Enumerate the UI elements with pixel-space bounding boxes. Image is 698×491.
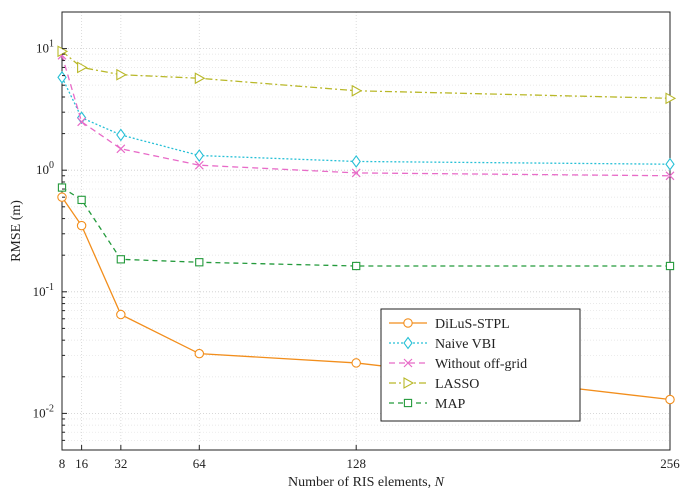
legend-entry: Naive VBI [389,336,496,352]
legend-marker [403,398,413,408]
series-line [61,55,671,177]
x-tick-label: 16 [75,456,89,471]
y-tick-exponent: -1 [46,282,54,293]
legend-entry: Without off-grid [389,357,527,372]
x-tick-label: 128 [346,456,366,471]
y-tick-exponent: -2 [46,403,54,414]
data-point [57,70,67,84]
legend-entry: LASSO [389,377,479,392]
series-line [61,77,671,165]
data-point [194,72,206,85]
data-point [194,160,204,170]
data-point [351,358,361,368]
data-point [76,220,87,231]
series-4 [57,183,675,271]
y-axis-label: RMSE (m) [9,200,24,262]
legend-entry: DiLuS-STPL [389,317,510,332]
data-point [665,92,677,105]
y-tick-label: 100 [36,160,54,177]
series-line [61,186,670,267]
x-axis-label-text: Number of RIS elements, [288,475,435,490]
x-tick-label: 8 [59,456,66,471]
legend-entry: MAP [389,397,466,412]
x-tick-label: 256 [660,456,680,471]
x-tick-label: 32 [114,456,127,471]
y-tick-label: 101 [36,39,54,56]
legend-box [380,308,581,422]
legend-label: MAP [435,397,466,412]
data-point [77,61,88,74]
series-1 [57,70,675,171]
data-point [57,183,67,192]
y-tick-base: 10 [33,405,46,420]
series-layer [57,45,677,405]
x-tick-label: 64 [193,456,207,471]
data-point [194,149,204,162]
y-tick-base: 10 [33,284,46,299]
legend-marker [403,358,413,368]
data-point [665,394,675,405]
data-point [351,168,361,178]
legend-label: LASSO [435,377,479,392]
legend-label: Without off-grid [435,357,527,372]
series-line [61,50,671,99]
data-point [351,84,363,97]
y-tick-label: 10-2 [33,403,54,420]
y-tick-label: 10-1 [33,282,54,299]
data-point [116,309,126,320]
legend-marker [403,336,413,350]
data-point [116,68,127,81]
legend-label: DiLuS-STPL [435,317,510,332]
data-point [665,261,675,271]
y-tick-exponent: 1 [49,39,54,50]
data-point [116,128,126,142]
data-point [194,348,205,359]
series-2 [57,50,675,181]
y-tick-exponent: 0 [49,160,54,171]
data-point [195,258,204,267]
data-point [77,195,86,205]
data-point [116,144,126,154]
plot-frame [61,11,671,451]
data-point [116,255,125,264]
data-point [665,157,675,171]
y-tick-base: 10 [36,41,49,56]
legend-marker [403,377,415,389]
series-3 [57,45,677,105]
series-0 [57,192,675,405]
y-tick-base: 10 [36,162,49,177]
legend-marker [403,318,413,328]
legend: DiLuS-STPL Naive VBI Without off-grid LASSO… [380,308,581,422]
x-axis-label: Number of RIS elements, N [288,475,445,490]
data-point [77,117,87,127]
data-point [352,261,361,271]
data-point [665,171,675,181]
data-point [351,155,361,168]
legend-label: Naive VBI [435,337,496,352]
x-axis-label-variable: N [434,475,445,490]
